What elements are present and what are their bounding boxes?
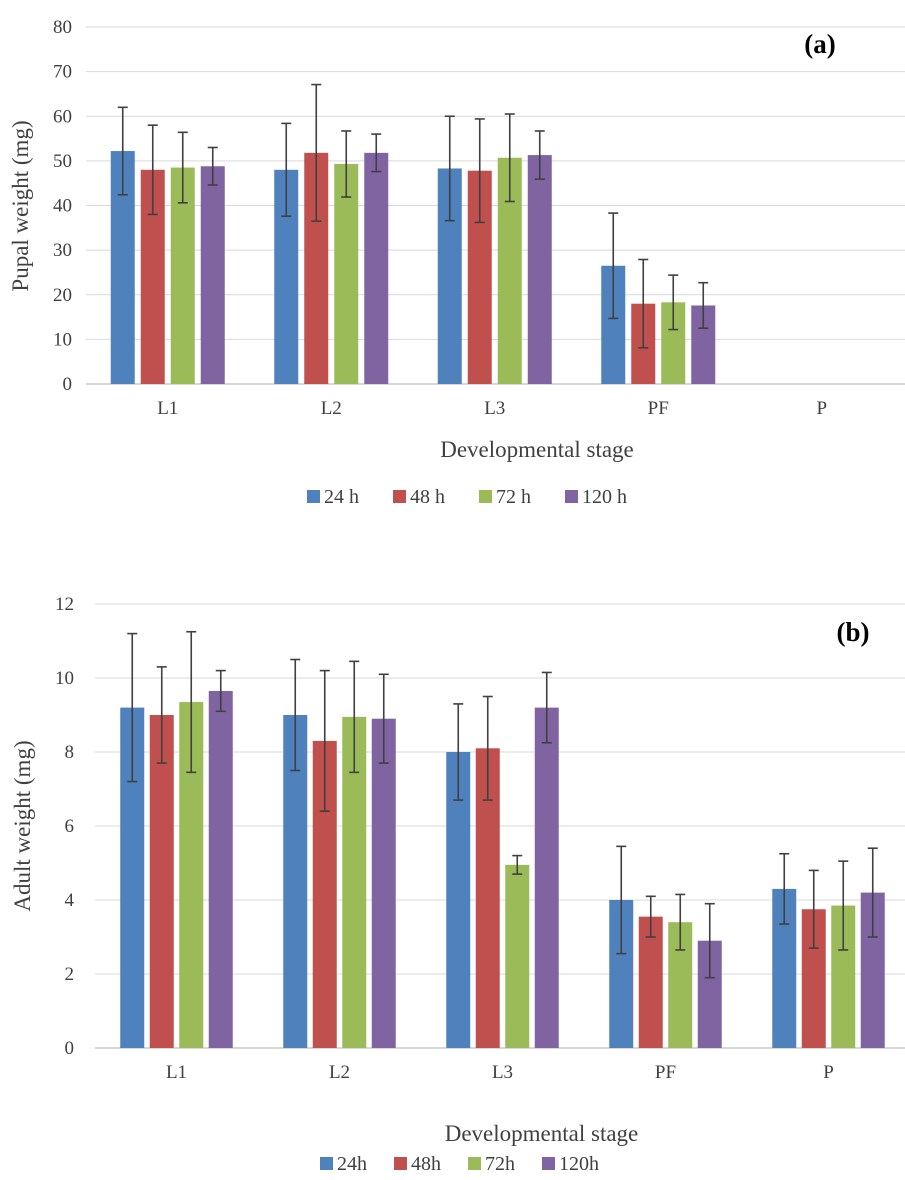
y-tick-label: 60	[53, 106, 72, 127]
y-tick-label: 6	[65, 816, 75, 837]
legend-label: 120h	[559, 1153, 599, 1175]
x-tick-label: L1	[157, 398, 178, 419]
legend-swatch	[394, 1157, 407, 1170]
y-axis-title: Adult weight (mg)	[10, 740, 35, 911]
bar	[208, 690, 233, 1048]
y-tick-label: 12	[55, 594, 74, 615]
legend-swatch	[320, 1157, 333, 1170]
legend-swatch	[565, 490, 578, 503]
y-tick-label: 0	[63, 374, 73, 395]
y-tick-label: 80	[53, 17, 72, 38]
bar	[200, 166, 225, 384]
bar	[534, 707, 559, 1048]
y-tick-label: 10	[55, 668, 74, 689]
bar	[170, 167, 195, 384]
legend-swatch	[393, 490, 406, 503]
legend-label: 72 h	[496, 486, 531, 508]
x-tick-label: L2	[329, 1062, 350, 1083]
chart-panel-b: 0 2 4 6 8 10 12 L1 L2 L3 PF P Developmental stage Adu…	[10, 594, 905, 1175]
legend-swatch	[468, 1157, 481, 1170]
legend: 24 h 48 h 72 h 120 h	[307, 486, 627, 508]
y-tick-label: 0	[65, 1038, 75, 1059]
legend-label: 24h	[337, 1153, 367, 1175]
y-tick-label: 8	[65, 742, 75, 763]
legend-label: 48 h	[410, 486, 445, 508]
bar	[638, 916, 663, 1048]
y-tick-label: 4	[65, 890, 75, 911]
y-tick-label: 20	[53, 285, 72, 306]
x-axis-title: Developmental stage	[445, 1121, 639, 1146]
y-tick-label: 30	[53, 240, 72, 261]
legend-label: 72h	[485, 1153, 515, 1175]
x-tick-label: L3	[492, 1062, 513, 1083]
panel-label: (a)	[804, 29, 835, 59]
y-tick-label: 10	[53, 329, 72, 350]
bar	[505, 864, 530, 1048]
y-tick-label: 70	[53, 62, 72, 83]
y-tick-label: 50	[53, 151, 72, 172]
legend-label: 24 h	[324, 486, 359, 508]
bar	[446, 752, 471, 1048]
x-tick-label: P	[816, 398, 827, 419]
x-axis-title: Developmental stage	[440, 437, 634, 462]
y-axis-title: Pupal weight (mg)	[8, 120, 33, 291]
legend-label: 48h	[411, 1153, 441, 1175]
panel-label: (b)	[837, 617, 870, 647]
bar	[364, 152, 389, 384]
y-tick-label: 2	[65, 964, 75, 985]
legend-swatch	[479, 490, 492, 503]
x-tick-label: PF	[655, 1062, 676, 1083]
bar	[371, 718, 396, 1048]
bar	[334, 163, 359, 384]
x-tick-label: L3	[484, 398, 505, 419]
bar	[527, 155, 552, 384]
chart-panel-a: 0 10 20 30 40 50 60 70 80 L1 L2 L3 PF P Developmental …	[8, 17, 905, 508]
legend-swatch	[307, 490, 320, 503]
y-tick-label: 40	[53, 196, 72, 217]
x-tick-label: L2	[321, 398, 342, 419]
legend-swatch	[542, 1157, 555, 1170]
legend: 24h 48h 72h 120h	[320, 1153, 599, 1175]
x-tick-label: P	[823, 1062, 834, 1083]
x-tick-label: L1	[166, 1062, 187, 1083]
legend-label: 120 h	[582, 486, 627, 508]
x-tick-label: PF	[648, 398, 669, 419]
bar	[149, 715, 174, 1048]
